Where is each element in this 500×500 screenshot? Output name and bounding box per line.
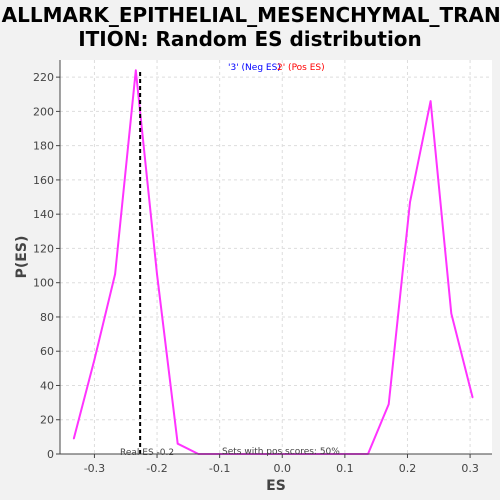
data-point xyxy=(72,437,75,440)
y-tick-label: 0 xyxy=(47,448,54,461)
x-tick-label: 0.2 xyxy=(399,462,417,475)
data-point xyxy=(450,312,453,315)
y-tick-label: 80 xyxy=(40,311,54,324)
data-point xyxy=(156,273,158,275)
y-tick-label: 160 xyxy=(33,174,54,187)
x-axis-label: ES xyxy=(266,478,286,494)
y-tick-label: 180 xyxy=(33,140,54,153)
x-tick-label: 0.1 xyxy=(336,462,354,475)
y-tick-label: 120 xyxy=(33,242,54,255)
data-point xyxy=(176,442,179,445)
x-tick-label: 0.0 xyxy=(274,462,292,475)
y-tick-label: 220 xyxy=(33,71,54,84)
chart-title-line-2: ITION: Random ES distribution xyxy=(78,27,422,51)
x-tick-label: -0.1 xyxy=(209,462,230,475)
chart-title-line-1: HALLMARK_EPITHELIAL_MESENCHYMAL_TRANS xyxy=(0,3,500,27)
y-tick-label: 140 xyxy=(33,208,54,221)
axes xyxy=(56,60,492,458)
data-point xyxy=(387,403,390,406)
plot-area xyxy=(60,60,492,454)
data-point xyxy=(93,358,96,361)
y-tick-label: 40 xyxy=(40,379,54,392)
data-point xyxy=(471,396,474,399)
data-point xyxy=(114,273,116,275)
x-tick-label: -0.3 xyxy=(84,462,105,475)
y-tick-label: 60 xyxy=(40,345,54,358)
legend-neg-es: '3' (Neg ES) xyxy=(228,63,281,73)
grid-lines xyxy=(60,60,492,455)
real-es-label: Real ES -0.2 xyxy=(120,448,174,458)
x-tick-label: -0.2 xyxy=(146,462,167,475)
data-point xyxy=(134,69,137,72)
data-point xyxy=(409,201,411,203)
y-tick-label: 20 xyxy=(40,414,54,427)
y-tick-label: 100 xyxy=(33,277,54,290)
pos-scores-annotation: Sets with pos scores: 50% xyxy=(222,447,340,457)
tick-labels: -0.3 -0.2 -0.1 0.0 0.1 0.2 0.3 0 20 40 60 80 100 120 1… xyxy=(33,71,479,475)
legend-pos-es: 2' (Pos ES) xyxy=(277,63,325,73)
x-tick-label: 0.3 xyxy=(461,462,479,475)
data-point xyxy=(429,100,432,102)
y-tick-label: 200 xyxy=(33,105,54,118)
y-axis-label: P(ES) xyxy=(14,236,30,279)
